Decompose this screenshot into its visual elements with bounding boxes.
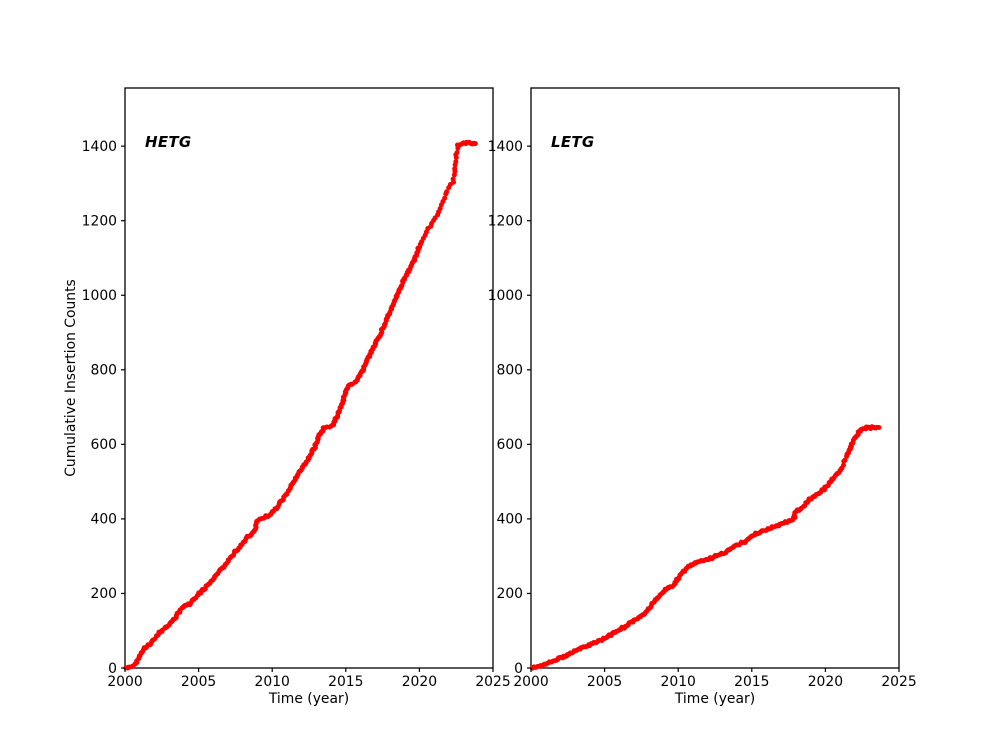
y-tick-label: 1000 [488, 288, 523, 304]
letg-panel-title: LETG [551, 133, 595, 151]
y-tick-label: 1000 [82, 288, 117, 304]
data-point [442, 195, 448, 201]
y-tick-label: 200 [496, 586, 523, 602]
y-tick-label: 800 [90, 363, 117, 379]
hetg-plot-border [124, 87, 494, 669]
letg-data-points [529, 424, 882, 671]
x-tick-label: 2000 [107, 674, 142, 690]
x-tick-label: 2005 [587, 674, 622, 690]
x-tick-label: 2010 [255, 674, 290, 690]
data-point [842, 457, 848, 463]
y-tick-label: 400 [496, 512, 523, 528]
y-tick-label: 1200 [488, 213, 523, 229]
x-tick-label: 2025 [881, 674, 916, 690]
x-tick-label: 2015 [734, 674, 769, 690]
x-tick-label: 2020 [808, 674, 843, 690]
y-tick-label: 1400 [82, 139, 117, 155]
y-tick-label: 400 [90, 512, 117, 528]
letg-plot-border [530, 87, 900, 669]
y-tick-label: 200 [90, 586, 117, 602]
y-tick-label: 0 [514, 661, 523, 677]
y-tick-label: 600 [90, 437, 117, 453]
data-point [454, 150, 460, 155]
x-tick-label: 2005 [181, 674, 216, 690]
y-tick-label: 800 [496, 363, 523, 379]
x-tick-label: 2015 [328, 674, 363, 690]
y-axis-label: Cumulative Insertion Counts [63, 279, 79, 477]
hetg-data-points [123, 139, 478, 671]
letg-axes: 2000 2005 2010 2015 2020 2025 0 200 400 600 800 100… [488, 87, 917, 690]
y-tick-label: 1200 [82, 213, 117, 229]
hetg-x-axis-label: Time (year) [268, 691, 350, 707]
hetg-axes: 2000 2005 2010 2015 2020 2025 0 200 400 600 800 100… [82, 87, 511, 690]
x-tick-label: 2025 [475, 674, 510, 690]
y-tick-label: 0 [108, 661, 117, 677]
data-point [450, 176, 456, 182]
data-point [444, 189, 450, 195]
data-point [453, 159, 459, 165]
x-tick-label: 2010 [661, 674, 696, 690]
x-tick-label: 2020 [402, 674, 437, 690]
x-tick-label: 2000 [513, 674, 548, 690]
y-tick-label: 600 [496, 437, 523, 453]
letg-x-axis-label: Time (year) [674, 691, 756, 707]
data-point [841, 462, 846, 468]
data-point [876, 425, 882, 430]
data-point [472, 141, 478, 147]
data-point [452, 166, 458, 172]
hetg-panel-title: HETG [145, 133, 192, 151]
y-tick-label: 1400 [488, 139, 523, 155]
